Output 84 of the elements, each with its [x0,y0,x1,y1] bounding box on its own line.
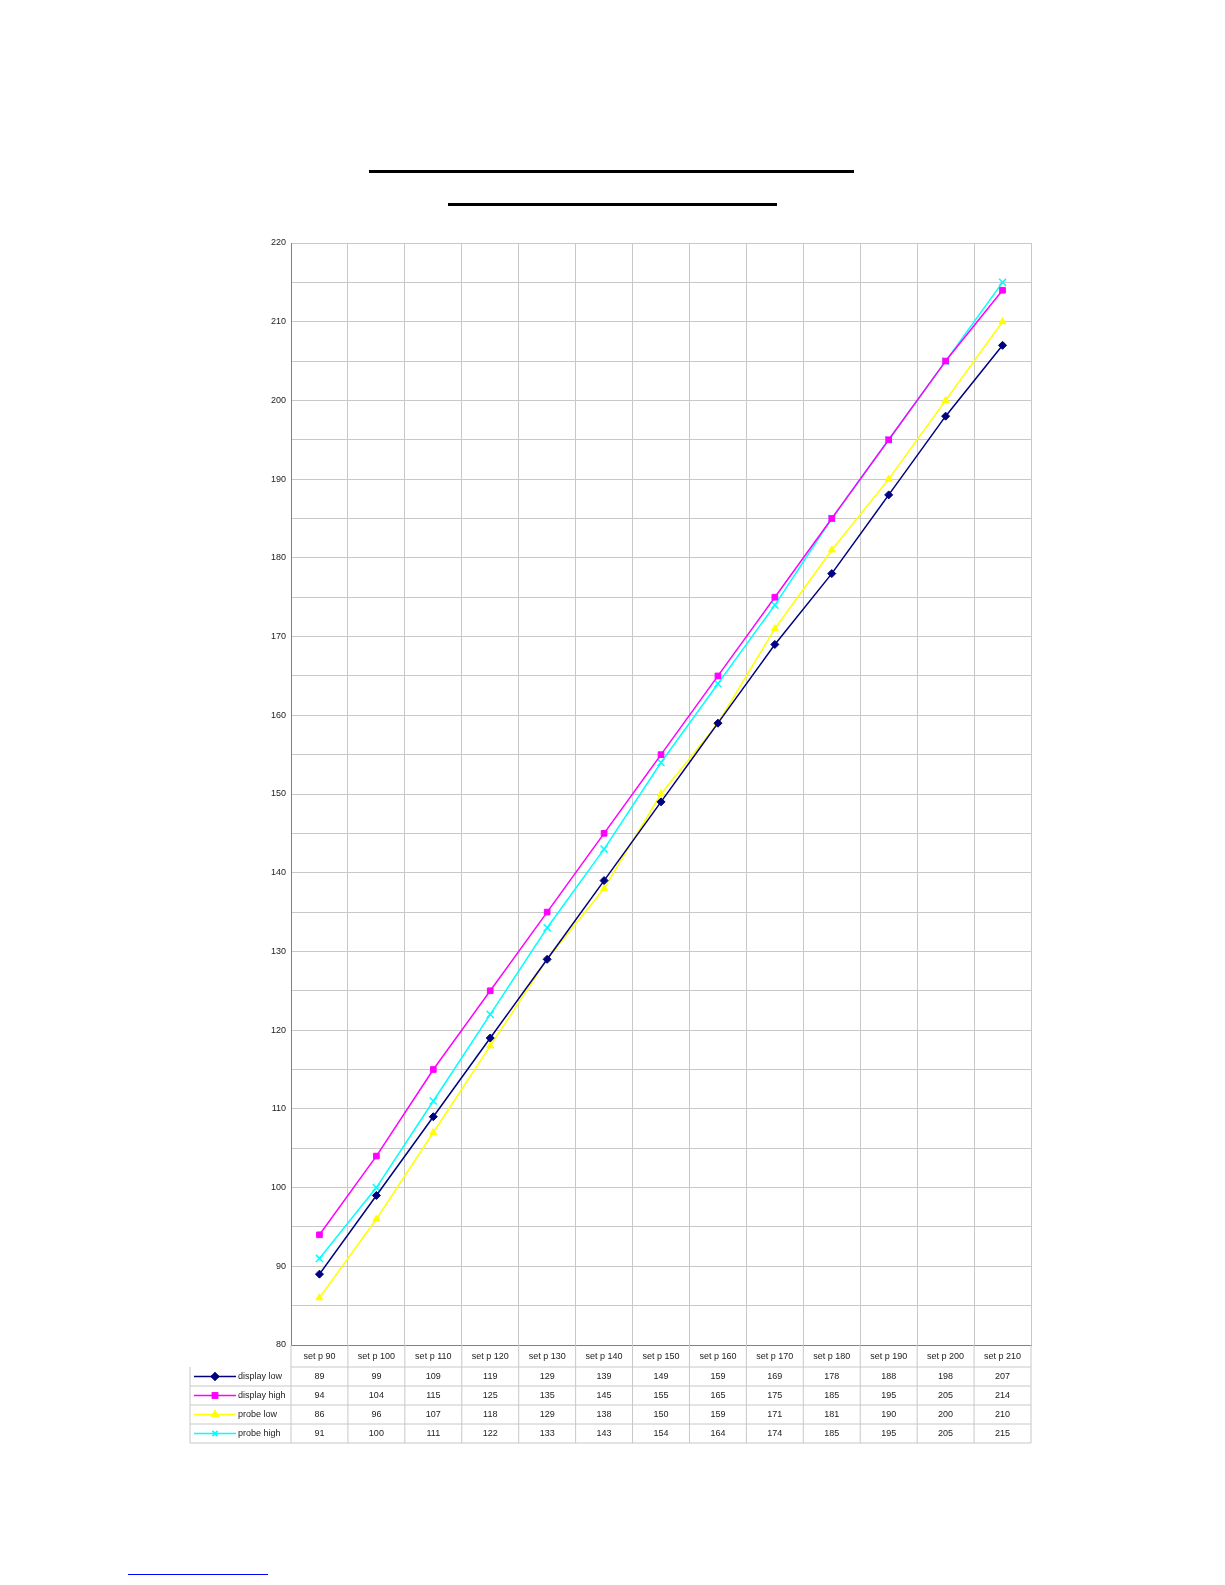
data-label: 205 [938,1389,954,1400]
y-tick-label: 100 [270,1182,286,1193]
x-tick-label: set p 110 [415,1350,452,1361]
x-tick-label: set p 210 [984,1350,1022,1361]
y-tick-label: 190 [270,473,286,484]
y-tick-label: 170 [270,631,286,642]
data-label: 115 [426,1389,441,1400]
legend-label: probe high [238,1427,281,1438]
data-label: 169 [767,1370,783,1381]
data-label: 207 [995,1370,1011,1381]
y-tick-label: 90 [275,1260,286,1271]
data-label: 109 [425,1370,441,1381]
data-label: 149 [653,1370,669,1381]
x-tick-label: set p 190 [870,1350,908,1361]
data-label: 104 [368,1389,384,1400]
y-tick-label: 200 [270,394,286,405]
data-label: 215 [995,1427,1011,1438]
data-label: 154 [653,1427,669,1438]
data-label: 175 [767,1389,783,1400]
data-label: 198 [938,1370,954,1381]
data-label: 195 [881,1389,897,1400]
legend-label: display high [238,1389,286,1400]
data-label: 133 [539,1427,555,1438]
data-label: 139 [596,1370,612,1381]
y-tick-label: 80 [275,1339,286,1350]
data-label: 143 [596,1427,612,1438]
data-label: 150 [653,1408,669,1419]
y-tick-label: 130 [270,945,286,956]
data-label: 159 [710,1370,726,1381]
data-label: 164 [710,1427,726,1438]
data-label: 100 [368,1427,384,1438]
x-tick-label: set p 200 [927,1350,965,1361]
x-tick-label: set p 160 [699,1350,737,1361]
data-label: 129 [539,1370,555,1381]
data-label: 111 [426,1427,441,1438]
data-label: 174 [767,1427,783,1438]
data-label: 181 [824,1408,840,1419]
data-label: 135 [539,1389,555,1400]
x-tick-label: set p 100 [357,1350,395,1361]
x-tick-label: set p 150 [642,1350,680,1361]
data-label: 214 [995,1389,1011,1400]
data-label: 94 [314,1389,325,1400]
x-tick-label: set p 130 [528,1350,566,1361]
data-label: 188 [881,1370,897,1381]
data-label: 200 [938,1408,954,1419]
data-label: 119 [483,1370,498,1381]
data-label: 125 [482,1389,498,1400]
data-label: 86 [314,1408,325,1419]
y-tick-label: 110 [271,1103,286,1114]
data-label: 145 [596,1389,612,1400]
y-tick-label: 120 [270,1024,286,1035]
data-label: 118 [483,1408,498,1419]
data-label: 159 [710,1408,726,1419]
data-label: 210 [995,1408,1011,1419]
data-label: 99 [371,1370,382,1381]
y-tick-label: 220 [270,237,286,248]
legend-label: display low [238,1370,283,1381]
data-label: 96 [371,1408,382,1419]
data-label: 185 [824,1427,840,1438]
data-label: 178 [824,1370,840,1381]
y-tick-label: 180 [270,552,286,563]
x-tick-label: set p 90 [303,1350,336,1361]
y-tick-label: 210 [270,316,286,327]
y-tick-label: 160 [270,709,286,720]
data-label: 171 [767,1408,783,1419]
data-label: 185 [824,1389,840,1400]
data-label: 91 [314,1427,325,1438]
x-tick-label: set p 140 [585,1350,623,1361]
data-label: 129 [539,1408,555,1419]
legend-label: probe low [238,1408,278,1419]
y-tick-label: 140 [270,867,286,878]
data-label: 165 [710,1389,726,1400]
data-label: 89 [314,1370,325,1381]
x-tick-label: set p 170 [756,1350,794,1361]
data-label: 205 [938,1427,954,1438]
data-label: 155 [653,1389,669,1400]
data-label: 107 [425,1408,441,1419]
x-tick-label: set p 120 [471,1350,509,1361]
data-label: 122 [482,1427,498,1438]
x-tick-label: set p 180 [813,1350,851,1361]
data-label: 138 [596,1408,612,1419]
data-label: 190 [881,1408,897,1419]
y-tick-label: 150 [270,788,286,799]
data-label: 195 [881,1427,897,1438]
